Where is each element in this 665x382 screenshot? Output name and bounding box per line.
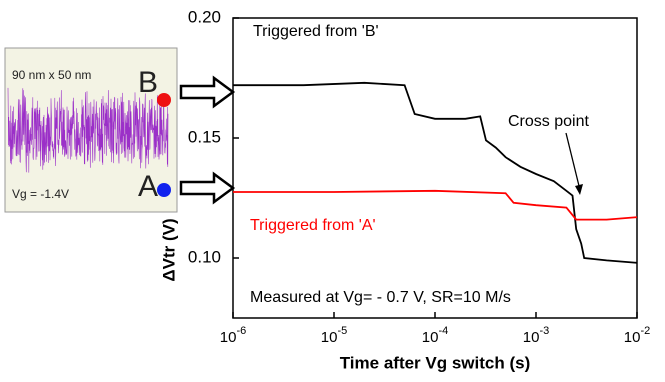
annotation: Measured at Vg= - 0.7 V, SR=10 M/s: [250, 289, 511, 306]
y-tick-label: 0.10: [188, 247, 221, 266]
y-tick-label: 0.20: [188, 7, 221, 26]
legend-label: Triggered from 'A': [250, 217, 376, 234]
arrow-a: [181, 174, 233, 202]
x-tick-label: 10-3: [523, 325, 549, 346]
blue-dot: [157, 183, 171, 197]
inset-bias: Vg = -1.4V: [12, 187, 69, 201]
red-dot: [157, 93, 171, 107]
x-tick-label: 10-4: [422, 325, 448, 346]
legend-label: Triggered from 'B': [253, 23, 379, 40]
inset-size: 90 nm x 50 nm: [12, 68, 91, 82]
x-tick-label: 10-6: [220, 325, 246, 346]
chart: 90 nm x 50 nm B A Vg = -1.4V ΔVtr (V) Ti…: [0, 0, 665, 382]
arrow-b: [181, 78, 233, 106]
annotation: Cross point: [508, 113, 589, 130]
x-tick-label: 10-2: [624, 325, 650, 346]
inset-b: B: [138, 66, 158, 99]
x-axis-label: Time after Vg switch (s): [340, 353, 531, 372]
series-line: [233, 191, 637, 220]
x-tick-label: 10-5: [321, 325, 347, 346]
annotation-arrowhead: [575, 184, 583, 195]
y-tick-label: 0.15: [188, 127, 221, 146]
inset-a: A: [138, 170, 158, 203]
y-axis-label: ΔVtr (V): [159, 218, 178, 281]
annotation-arrow: [566, 133, 580, 190]
plot-frame: [233, 18, 637, 318]
